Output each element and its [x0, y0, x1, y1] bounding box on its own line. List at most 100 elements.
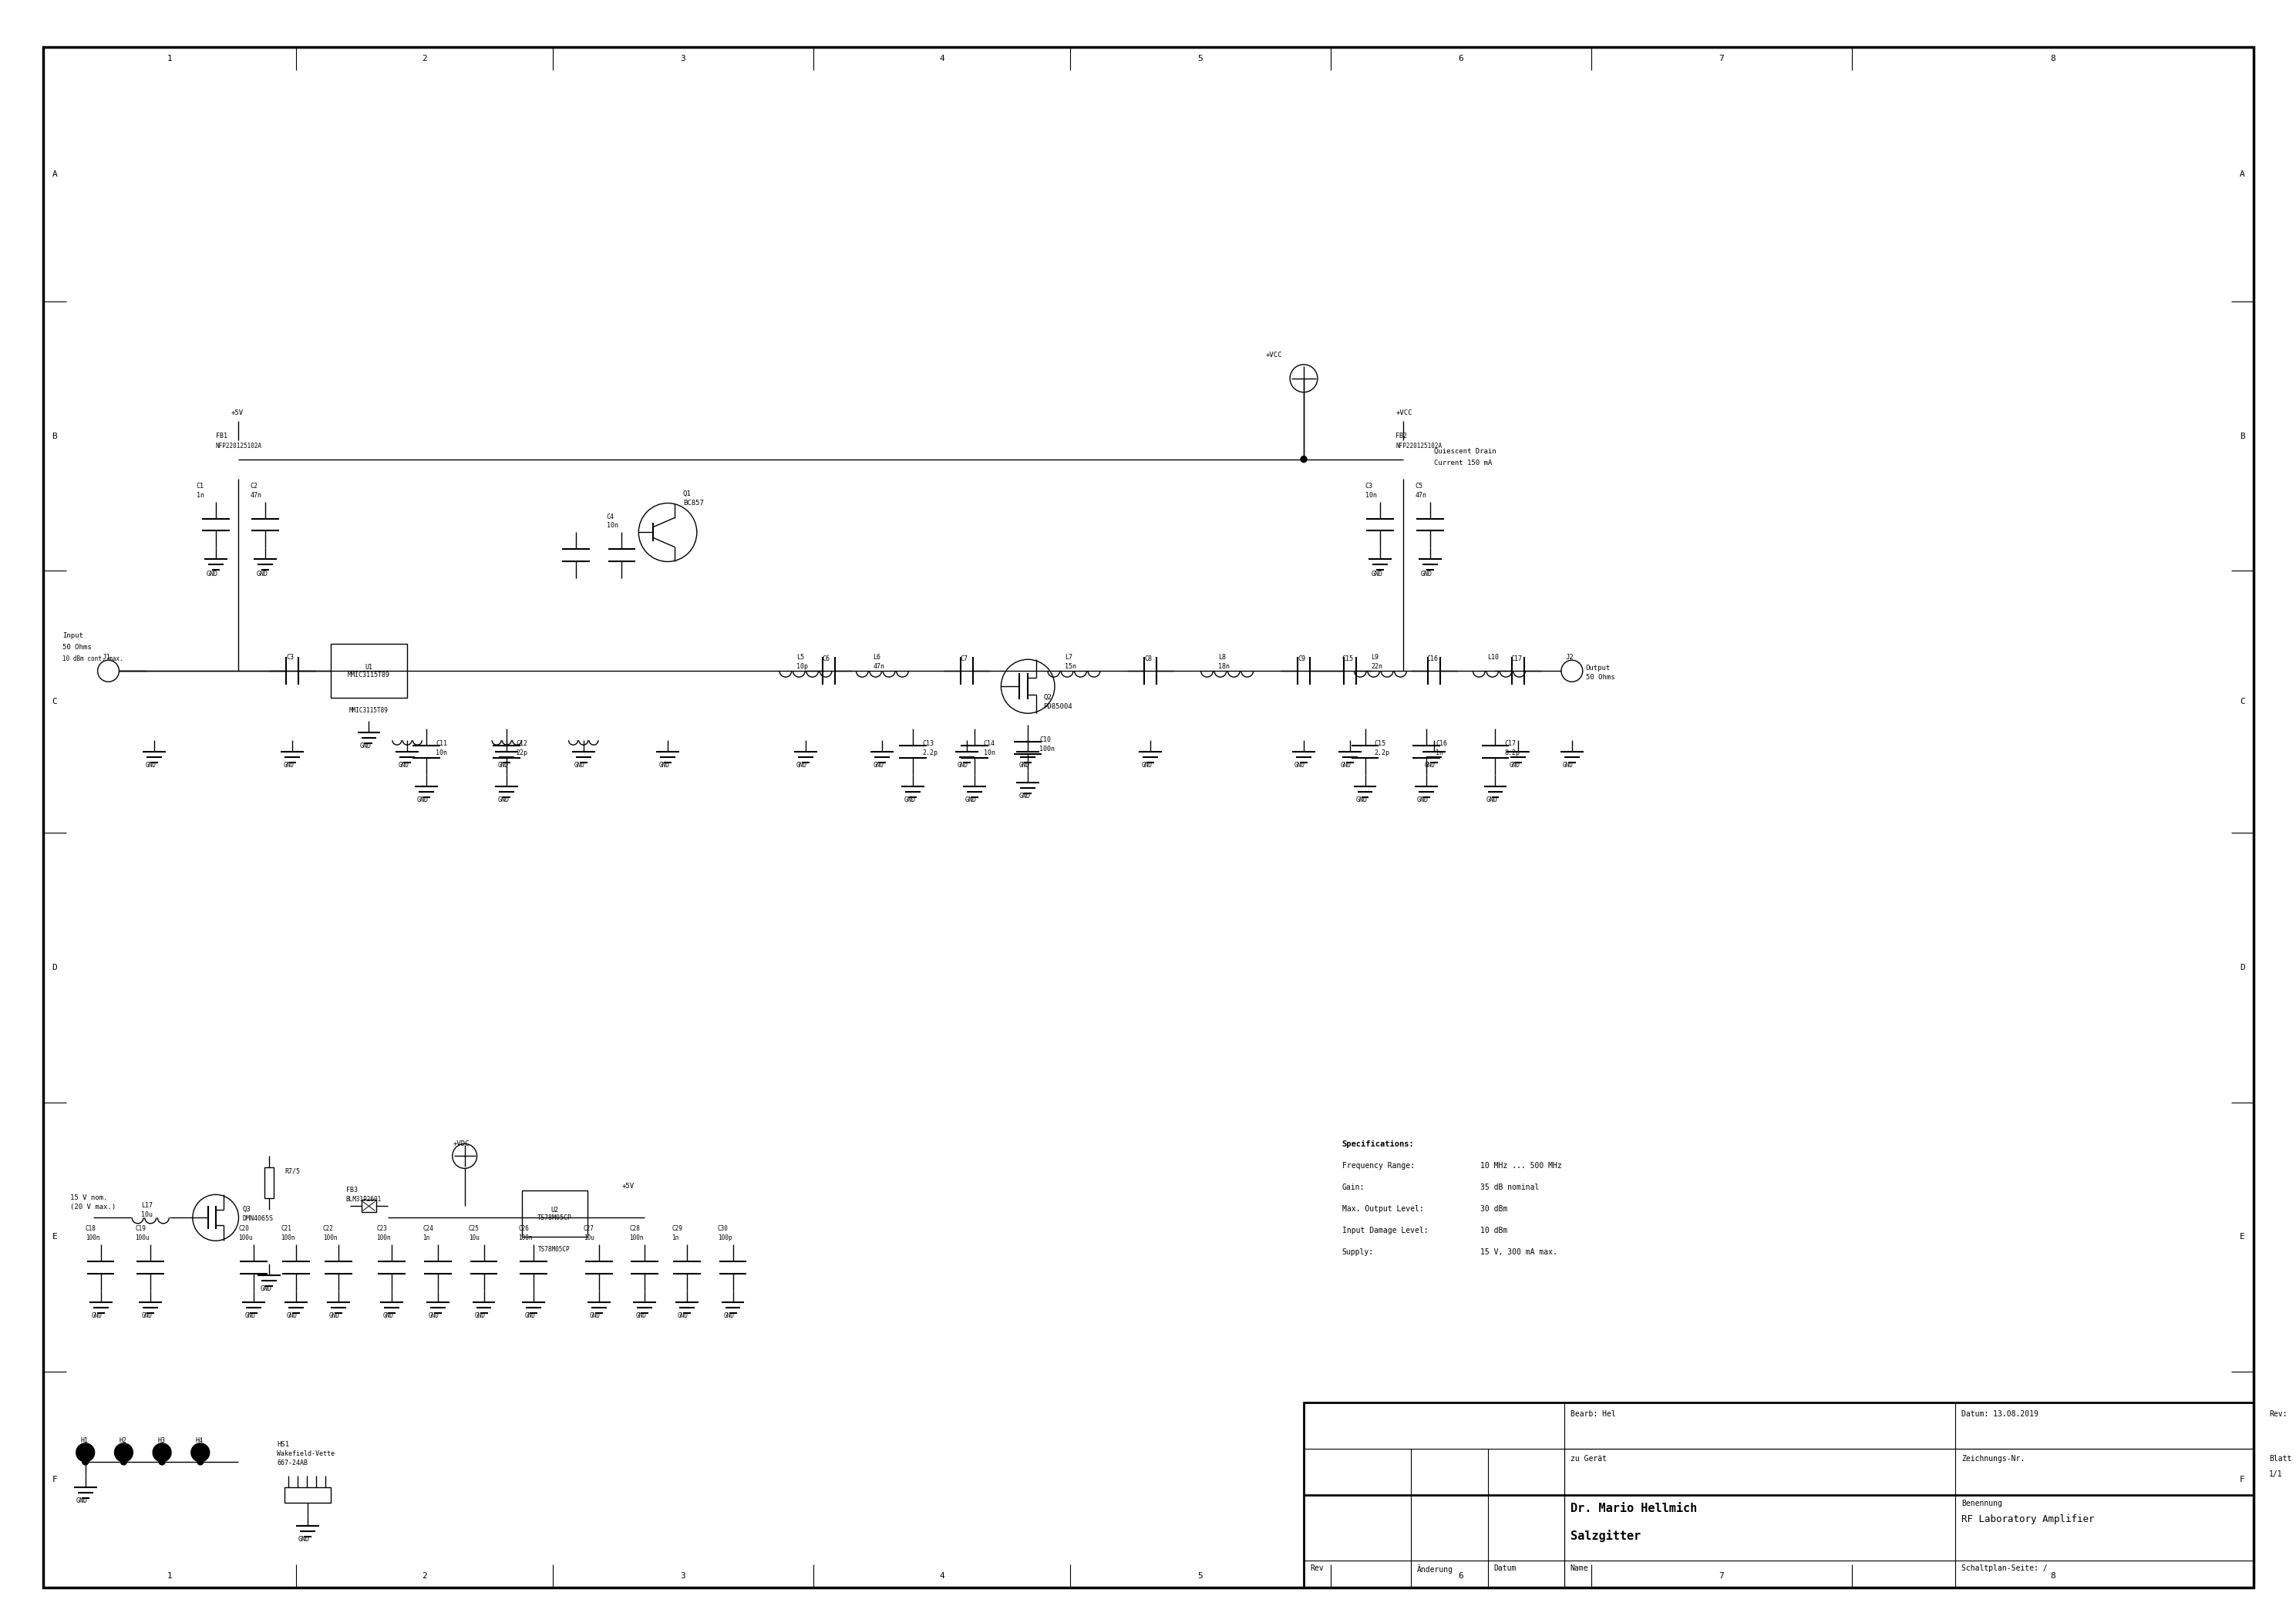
- Text: L5: L5: [797, 654, 804, 661]
- Text: Blatt: Blatt: [2268, 1454, 2291, 1462]
- Text: U2
TS78M05CP: U2 TS78M05CP: [537, 1206, 572, 1220]
- Text: NFP220125102A: NFP220125102A: [1396, 443, 1442, 450]
- Text: GND: GND: [207, 571, 218, 578]
- Text: 47n: 47n: [872, 664, 884, 670]
- Text: C3: C3: [287, 654, 294, 661]
- Text: C16: C16: [1435, 740, 1446, 747]
- Text: 100n: 100n: [1040, 745, 1054, 753]
- Text: FB1: FB1: [216, 432, 227, 440]
- Text: 100u: 100u: [135, 1235, 149, 1242]
- Text: Datum: 13.08.2019: Datum: 13.08.2019: [1961, 1410, 2039, 1419]
- Text: L7: L7: [1065, 654, 1072, 661]
- Text: L8: L8: [1217, 654, 1226, 661]
- Text: L9: L9: [1371, 654, 1380, 661]
- Text: +5V: +5V: [232, 409, 243, 415]
- Text: L10: L10: [1488, 654, 1499, 661]
- Text: F: F: [2241, 1475, 2245, 1483]
- Text: 47n: 47n: [1414, 492, 1426, 498]
- Text: GND: GND: [257, 571, 269, 578]
- Bar: [360, 1199, 377, 1212]
- Text: 2: 2: [422, 1571, 427, 1579]
- Text: GND: GND: [259, 1285, 271, 1292]
- Text: C9: C9: [1297, 656, 1306, 662]
- Text: Datum: Datum: [1495, 1565, 1515, 1573]
- Text: C11: C11: [436, 740, 448, 747]
- Text: Dr. Mario Hellmich: Dr. Mario Hellmich: [1570, 1503, 1697, 1514]
- Text: +5V: +5V: [622, 1183, 634, 1190]
- Text: 10 dBm cont. max.: 10 dBm cont. max.: [62, 656, 124, 662]
- Text: C4: C4: [606, 513, 613, 519]
- Circle shape: [191, 1443, 209, 1462]
- Bar: [331, 644, 406, 698]
- Text: Zeichnungs-Nr.: Zeichnungs-Nr.: [1961, 1454, 2025, 1462]
- Text: 30 dBm: 30 dBm: [1481, 1206, 1506, 1212]
- Text: GND: GND: [397, 761, 409, 769]
- Text: 10n: 10n: [983, 750, 994, 756]
- Text: 10 MHz ... 500 MHz: 10 MHz ... 500 MHz: [1481, 1162, 1561, 1170]
- Circle shape: [76, 1443, 94, 1462]
- Text: E: E: [2241, 1233, 2245, 1240]
- Text: A: A: [2241, 170, 2245, 179]
- Text: GND: GND: [246, 1313, 255, 1319]
- Text: 100u: 100u: [239, 1235, 253, 1242]
- Text: GND: GND: [498, 797, 510, 803]
- Text: 1n: 1n: [197, 492, 204, 498]
- Text: GND: GND: [590, 1313, 599, 1319]
- Text: GND: GND: [298, 1535, 310, 1542]
- Text: C7: C7: [960, 656, 969, 662]
- Text: C25: C25: [468, 1225, 480, 1232]
- Text: GND: GND: [1486, 797, 1497, 803]
- Text: GND: GND: [475, 1313, 484, 1319]
- Text: C5: C5: [1414, 482, 1424, 489]
- Text: C18: C18: [85, 1225, 96, 1232]
- Text: Input Damage Level:: Input Damage Level:: [1343, 1227, 1428, 1235]
- Circle shape: [158, 1459, 165, 1466]
- Text: GND: GND: [1417, 797, 1428, 803]
- Text: GND: GND: [872, 761, 884, 769]
- Text: Q3: Q3: [243, 1206, 250, 1212]
- Text: HS1: HS1: [278, 1441, 289, 1448]
- Text: C6: C6: [822, 656, 831, 662]
- Text: 100n: 100n: [85, 1235, 99, 1242]
- Text: GND: GND: [659, 761, 668, 769]
- Circle shape: [83, 1459, 90, 1466]
- Text: GND: GND: [282, 761, 294, 769]
- Text: GND: GND: [287, 1313, 298, 1319]
- Text: Q2: Q2: [1042, 695, 1052, 701]
- Text: GND: GND: [142, 1313, 152, 1319]
- Text: Rev: Rev: [1309, 1565, 1322, 1573]
- Bar: [264, 1167, 273, 1198]
- Text: GND: GND: [429, 1313, 439, 1319]
- Text: Schaltplan-Seite: /: Schaltplan-Seite: /: [1961, 1565, 2048, 1573]
- Text: TS78M05CP: TS78M05CP: [537, 1246, 569, 1253]
- Text: GND: GND: [360, 743, 372, 750]
- Text: H1: H1: [80, 1436, 90, 1444]
- Text: 10n: 10n: [606, 523, 618, 529]
- Text: 18n: 18n: [1217, 664, 1228, 670]
- Text: (20 V max.): (20 V max.): [71, 1204, 115, 1211]
- Text: 667-24AB: 667-24AB: [278, 1459, 308, 1467]
- Text: C3: C3: [1366, 482, 1373, 489]
- Text: NFP220125102A: NFP220125102A: [216, 443, 262, 450]
- Text: BC857: BC857: [682, 500, 705, 506]
- Text: C30: C30: [719, 1225, 728, 1232]
- Text: C13: C13: [923, 740, 934, 747]
- Text: C8: C8: [1143, 656, 1153, 662]
- Text: 1n: 1n: [422, 1235, 429, 1242]
- Text: H2: H2: [119, 1436, 126, 1444]
- Text: 100n: 100n: [629, 1235, 643, 1242]
- Text: C10: C10: [1040, 737, 1052, 743]
- Text: GND: GND: [957, 761, 969, 769]
- Text: 1: 1: [168, 1571, 172, 1579]
- Text: GND: GND: [383, 1313, 393, 1319]
- Text: Input: Input: [62, 633, 83, 639]
- Text: 47n: 47n: [250, 492, 262, 498]
- Text: GND: GND: [418, 797, 429, 803]
- Text: Frequency Range:: Frequency Range:: [1343, 1162, 1414, 1170]
- Text: GND: GND: [328, 1313, 340, 1319]
- Circle shape: [154, 1443, 172, 1462]
- Text: GND: GND: [523, 1313, 535, 1319]
- Text: C19: C19: [135, 1225, 147, 1232]
- Text: L6: L6: [872, 654, 882, 661]
- Text: A: A: [53, 170, 57, 179]
